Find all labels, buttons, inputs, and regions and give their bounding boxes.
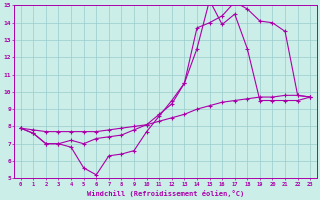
X-axis label: Windchill (Refroidissement éolien,°C): Windchill (Refroidissement éolien,°C) bbox=[87, 190, 244, 197]
